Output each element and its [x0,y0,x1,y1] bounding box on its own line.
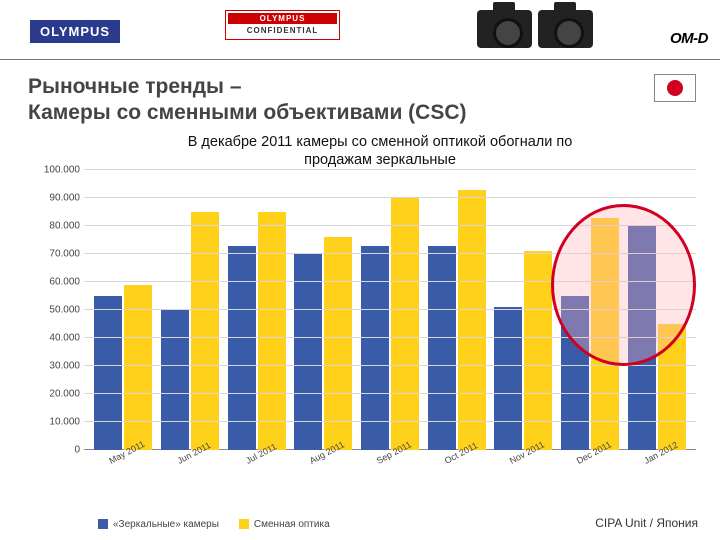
bar-group: Dec 2011 [557,170,624,450]
bar-series-1 [161,310,189,450]
bar-group: Jan 2012 [623,170,690,450]
legend-swatch [239,519,249,529]
title-line-2: Камеры со сменными объективами (CSC) [28,101,467,124]
confidential-mid: CONFIDENTIAL [228,24,337,37]
legend: «Зеркальные» камеры Сменная оптика [98,519,330,530]
grid-line [84,421,696,422]
legend-label: Сменная оптика [254,519,330,530]
slide-title: Рыночные тренды – Камеры со сменными объ… [28,74,692,127]
grid-line [84,253,696,254]
bar-group: Oct 2011 [423,170,490,450]
bar-series-2 [391,198,419,450]
title-area: Рыночные тренды – Камеры со сменными объ… [0,60,720,131]
camera-image [460,5,610,53]
bar-series-1 [361,246,389,450]
y-axis-label: 50.000 [34,305,84,316]
confidential-stamp: OLYMPUS CONFIDENTIAL [225,10,340,40]
legend-label: «Зеркальные» камеры [113,519,219,530]
y-axis-label: 60.000 [34,277,84,288]
slide: { "header": { "logo": "OLYMPUS", "confid… [0,0,720,540]
bar-series-2 [258,212,286,450]
bar-series-1 [561,296,589,450]
bar-series-1 [428,246,456,450]
subtitle-line-2: продажам зеркальные [304,152,456,168]
subtitle-line-1: В декабре 2011 камеры со сменной оптикой… [188,134,573,150]
bar-group: Jul 2011 [223,170,290,450]
grid-line [84,169,696,170]
bar-series-1 [494,307,522,450]
y-axis-label: 30.000 [34,361,84,372]
grid-line [84,225,696,226]
y-axis-label: 100.000 [34,165,84,176]
bar-group: Jun 2011 [157,170,224,450]
plot-area: May 2011Jun 2011Jul 2011Aug 2011Sep 2011… [84,170,696,450]
y-axis-label: 10.000 [34,417,84,428]
y-axis-label: 40.000 [34,333,84,344]
grid-line [84,393,696,394]
y-axis-label: 80.000 [34,221,84,232]
bar-series-2 [324,237,352,450]
bar-group: Aug 2011 [290,170,357,450]
camera-icon [477,10,532,48]
grid-line [84,309,696,310]
y-axis-label: 20.000 [34,389,84,400]
camera-icon [538,10,593,48]
grid-line [84,337,696,338]
y-axis-label: 90.000 [34,193,84,204]
chart-subtitle: В декабре 2011 камеры со сменной оптикой… [0,131,720,169]
legend-item: «Зеркальные» камеры [98,519,219,530]
flag-dot-icon [667,80,683,96]
omd-logo: OM-D [670,30,708,47]
legend-item: Сменная оптика [239,519,330,530]
title-line-1: Рыночные тренды – [28,75,242,98]
bar-series-2 [658,324,686,450]
grid-line [84,281,696,282]
header: OLYMPUS OLYMPUS CONFIDENTIAL OM-D [0,0,720,60]
bar-series-2 [458,190,486,450]
bar-series-1 [228,246,256,450]
grid-line [84,365,696,366]
bars-layer: May 2011Jun 2011Jul 2011Aug 2011Sep 2011… [84,170,696,450]
y-axis-label: 70.000 [34,249,84,260]
source-label: CIPA Unit / Япония [595,516,698,530]
bar-group: Sep 2011 [357,170,424,450]
legend-swatch [98,519,108,529]
olympus-logo: OLYMPUS [30,20,120,43]
bar-group: Nov 2011 [490,170,557,450]
bar-group: May 2011 [90,170,157,450]
bar-series-2 [191,212,219,450]
japan-flag [654,74,696,102]
bar-series-1 [628,226,656,450]
y-axis-label: 0 [34,445,84,456]
chart: May 2011Jun 2011Jul 2011Aug 2011Sep 2011… [32,170,700,480]
bar-series-1 [94,296,122,450]
grid-line [84,197,696,198]
confidential-top: OLYMPUS [228,13,337,24]
